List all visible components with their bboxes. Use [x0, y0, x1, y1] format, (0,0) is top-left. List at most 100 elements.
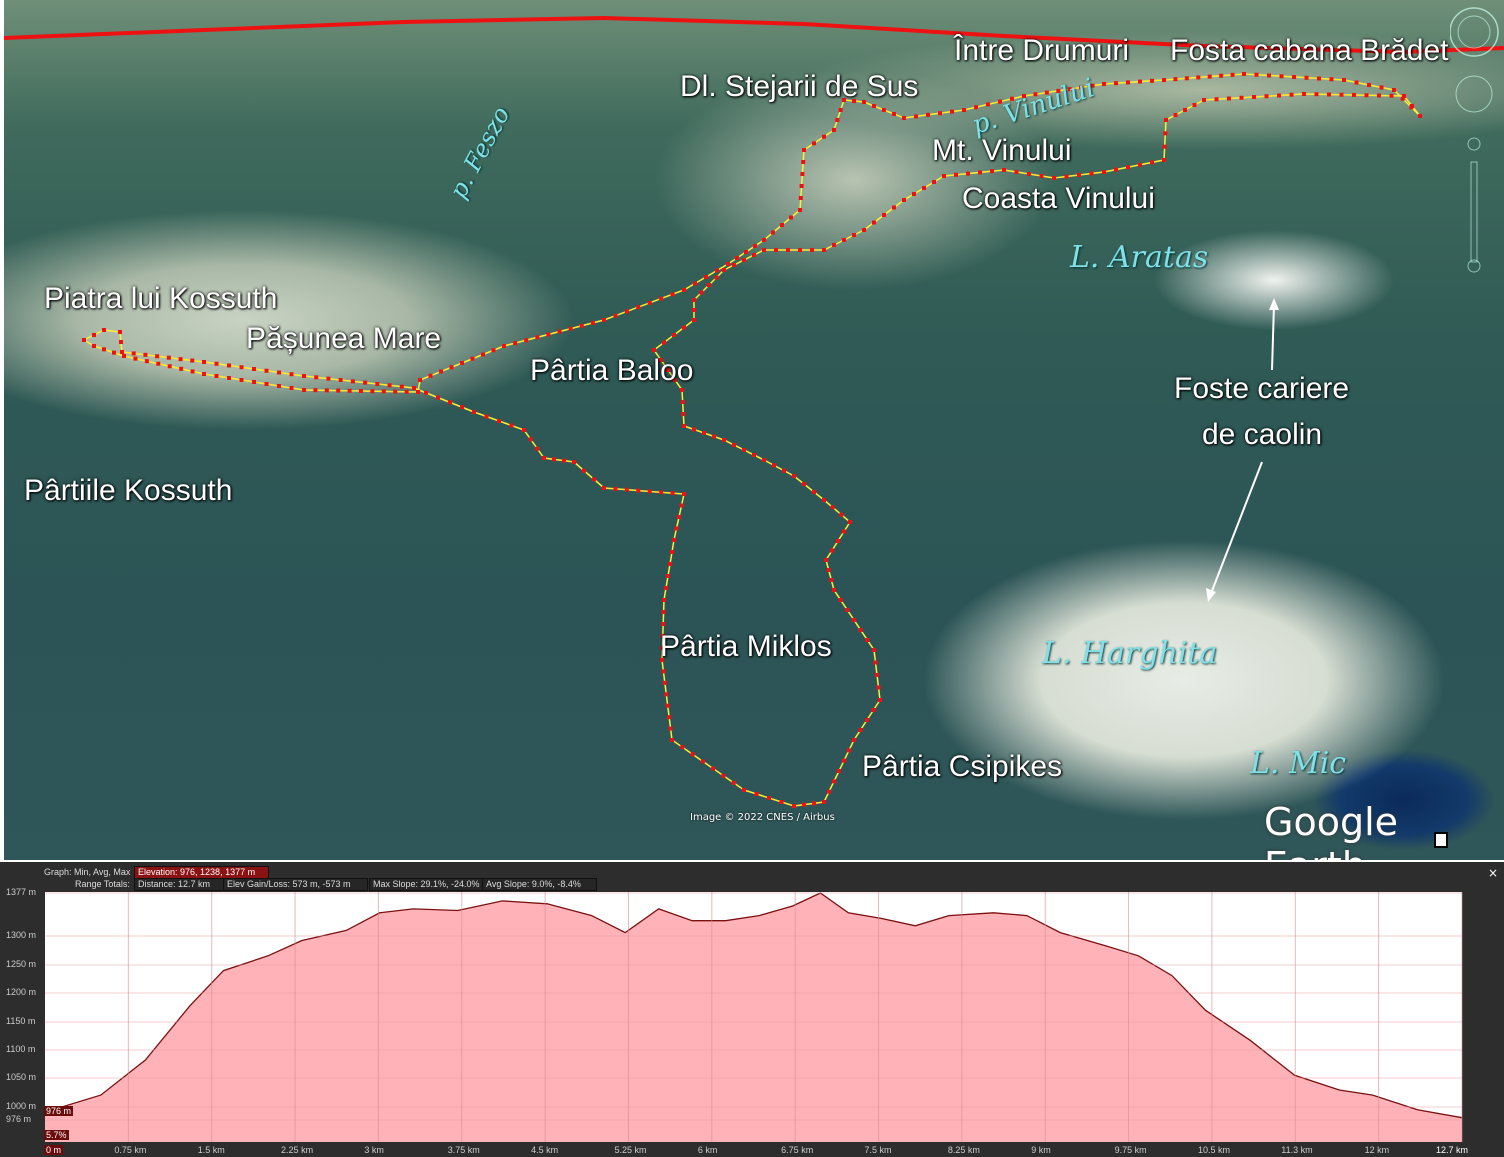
track-point — [92, 333, 96, 337]
track-point — [827, 789, 831, 794]
track-point — [682, 424, 686, 428]
track-point — [998, 99, 1002, 104]
avg-slope-stat[interactable]: Avg Slope: 9.0%, -8.4% — [482, 878, 597, 891]
track-point — [872, 220, 876, 225]
track-point — [742, 448, 746, 452]
track-point — [829, 578, 834, 582]
track-point — [872, 104, 876, 108]
track-point — [1402, 94, 1406, 98]
zoom-slider[interactable] — [1467, 137, 1481, 273]
track-point — [858, 728, 863, 732]
track-point — [497, 419, 501, 423]
track-point — [735, 256, 739, 260]
track-point — [1196, 75, 1201, 80]
road-line — [4, 15, 1504, 55]
track-point — [418, 378, 422, 382]
track-point — [839, 512, 844, 517]
track-point — [202, 372, 206, 376]
track-point — [1067, 87, 1072, 92]
track-point — [731, 780, 736, 785]
track-point — [1400, 96, 1405, 101]
track-point — [404, 389, 409, 394]
cursor-slope: 5.7% — [44, 1130, 69, 1140]
track-point — [836, 539, 840, 543]
track-point — [700, 759, 705, 764]
track-point — [872, 648, 876, 652]
track-point — [424, 390, 428, 395]
track-point — [1138, 162, 1142, 167]
map-view[interactable]: Între Drumuri Fosta cabana Brădet Dl. St… — [4, 0, 1504, 860]
track-point — [102, 328, 106, 332]
track-point — [665, 703, 670, 708]
elev-gain-loss-stat[interactable]: Elev Gain/Loss: 573 m, -573 m — [223, 878, 368, 891]
track-point — [865, 718, 869, 722]
y-tick-label: 1300 m — [6, 930, 37, 940]
track-point — [659, 490, 664, 495]
place-label: Între Drumuri — [954, 34, 1130, 67]
track-point — [572, 460, 576, 464]
graph-label: Graph: Min, Avg, Max — [44, 867, 131, 877]
cursor-marker — [1434, 832, 1448, 848]
y-tick-label: 976 m — [6, 1114, 32, 1124]
y-tick-label: 1250 m — [6, 959, 37, 969]
track-point — [522, 428, 526, 432]
track-point — [670, 550, 674, 554]
track-point — [350, 379, 355, 384]
max-slope-stat[interactable]: Max Slope: 29.1%, -24.0% — [369, 878, 484, 891]
track-point — [912, 192, 916, 196]
track-point — [1044, 90, 1049, 95]
track-point — [882, 108, 886, 112]
track-point — [878, 698, 882, 702]
track-point — [448, 400, 452, 405]
track-point — [780, 223, 784, 227]
track-point — [799, 184, 804, 188]
track-point — [798, 248, 802, 252]
track-point — [682, 325, 686, 330]
track-point — [715, 268, 719, 273]
track-point — [1207, 74, 1212, 79]
track-point — [1202, 98, 1206, 102]
track-point — [513, 341, 518, 346]
look-joystick-icon[interactable] — [1455, 75, 1493, 113]
track-point — [802, 802, 806, 807]
y-tick-label: 1000 m — [6, 1101, 37, 1111]
water-label: L. Mic — [1250, 746, 1347, 781]
track-point — [838, 108, 843, 112]
track-point — [370, 389, 375, 394]
track-point — [762, 238, 766, 242]
track-point — [1379, 85, 1384, 90]
track-point — [822, 134, 826, 139]
place-label: Mt. Vinului — [932, 134, 1072, 167]
track-point — [876, 685, 881, 690]
track-point — [692, 298, 696, 302]
track-point — [858, 628, 863, 632]
track-point — [363, 380, 368, 385]
track-point — [837, 769, 841, 773]
track-point — [832, 588, 836, 592]
track-point — [535, 446, 540, 451]
track-point — [786, 248, 790, 252]
track-point — [1173, 113, 1178, 117]
track-point — [1089, 171, 1094, 176]
track-point — [702, 431, 706, 435]
track-point — [662, 680, 667, 685]
track-point — [568, 326, 573, 331]
track-point — [1150, 78, 1154, 83]
elevation-chart[interactable] — [0, 862, 1504, 1157]
track-point — [666, 574, 670, 578]
track-point — [1219, 73, 1224, 78]
place-label: de caolin — [1202, 418, 1323, 451]
track-point — [789, 215, 793, 220]
compass-icon[interactable] — [1450, 7, 1499, 57]
track-point — [264, 368, 269, 373]
track-point — [672, 333, 676, 337]
track-point — [782, 468, 786, 473]
track-point — [802, 482, 806, 486]
track-point — [1102, 170, 1106, 174]
track-point — [484, 414, 489, 419]
track-point — [535, 335, 540, 340]
close-button[interactable]: × — [1487, 866, 1498, 880]
track-point — [801, 160, 806, 164]
track-point — [875, 673, 879, 677]
navigation-controls[interactable] — [1450, 4, 1500, 274]
